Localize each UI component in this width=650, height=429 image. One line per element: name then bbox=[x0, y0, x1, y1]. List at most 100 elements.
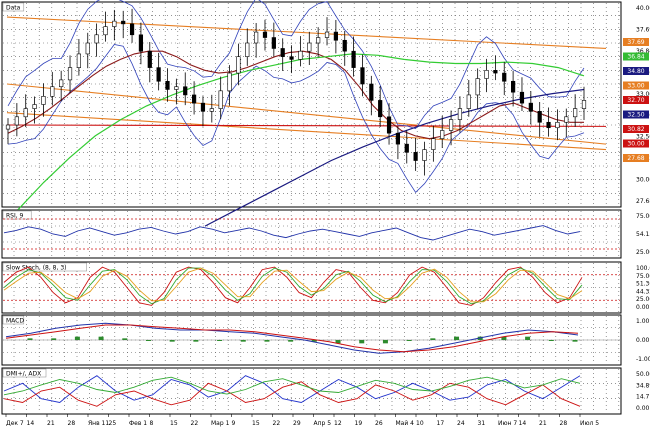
candle-body bbox=[218, 90, 223, 109]
indicator-line bbox=[3, 267, 583, 303]
x-tick-label: 8 bbox=[150, 420, 154, 427]
bollinger-band-lower bbox=[7, 44, 585, 194]
candle-body bbox=[457, 108, 463, 120]
macd-histogram-bar bbox=[501, 336, 507, 340]
macd-histogram-bar bbox=[430, 338, 436, 340]
x-tick-label: 22 bbox=[273, 420, 281, 427]
macd-line bbox=[5, 322, 579, 354]
panel-title-chip bbox=[2, 210, 32, 220]
value-badge bbox=[623, 110, 649, 119]
macd-histogram-bar bbox=[572, 340, 578, 342]
value-badge bbox=[623, 81, 649, 90]
candle-body bbox=[41, 96, 46, 105]
panel-title-chip bbox=[2, 315, 25, 325]
channel-line bbox=[6, 83, 607, 145]
panel-title: Slow Stoch, (8, 8, 3) bbox=[6, 265, 66, 272]
value-badge bbox=[623, 154, 649, 162]
value-badge-label: 37.69 bbox=[627, 39, 644, 46]
candle-body bbox=[307, 42, 312, 52]
candle-body bbox=[59, 79, 64, 88]
value-badge-label: 27.68 bbox=[627, 155, 644, 162]
candle-body bbox=[289, 56, 294, 60]
x-tick-label: 21 bbox=[539, 420, 547, 427]
channel-line bbox=[6, 124, 607, 127]
y-tick-label: 30.00 bbox=[636, 177, 650, 184]
panel-frame bbox=[1, 209, 622, 259]
y-tick-label: 25.00 bbox=[636, 249, 650, 256]
channel-line bbox=[6, 112, 607, 151]
candle-body bbox=[174, 86, 179, 90]
x-tick-label: 14 bbox=[519, 420, 527, 427]
y-tick-label: 34.89 bbox=[636, 382, 650, 389]
candle-body bbox=[466, 94, 471, 109]
channel-line bbox=[6, 16, 607, 50]
candle-body bbox=[484, 70, 489, 79]
x-tick-label: Май 4 bbox=[396, 420, 415, 427]
value-badge bbox=[623, 67, 649, 75]
candle-body bbox=[324, 31, 330, 38]
candle-body bbox=[200, 102, 206, 112]
candle-body bbox=[94, 34, 99, 44]
macd-histogram-bar bbox=[217, 340, 223, 341]
x-tick-label: 12 bbox=[334, 420, 342, 427]
value-badge bbox=[623, 139, 649, 148]
y-tick-label: 32.50 bbox=[636, 134, 650, 141]
macd-histogram-bar bbox=[145, 340, 151, 341]
macd-histogram-bar bbox=[454, 336, 460, 340]
x-tick-label: 15 bbox=[252, 420, 260, 427]
value-badge bbox=[623, 125, 649, 133]
panel-title: RSI, 9 bbox=[6, 213, 24, 220]
value-badge-label: 36.84 bbox=[627, 54, 644, 61]
candle-body bbox=[103, 26, 108, 36]
candle-body bbox=[431, 138, 436, 150]
candle-body bbox=[121, 20, 126, 25]
x-tick-label: Июн 7 bbox=[498, 420, 517, 427]
candle-body bbox=[23, 108, 28, 118]
macd-histogram-bar bbox=[359, 340, 365, 344]
x-tick-label: Дек 7 bbox=[6, 420, 24, 427]
candle-body bbox=[245, 42, 250, 57]
candle-body bbox=[156, 67, 161, 82]
y-tick-label: 100.00 bbox=[636, 265, 650, 272]
value-badge bbox=[623, 38, 649, 46]
moving-average-line bbox=[7, 50, 584, 140]
macd-histogram-bar bbox=[288, 340, 294, 342]
candle-body bbox=[342, 39, 347, 52]
y-tick-label: 40.00 bbox=[636, 5, 650, 12]
x-tick-label: Фев 1 bbox=[129, 420, 147, 427]
candle-body bbox=[475, 78, 480, 96]
macd-histogram-bar bbox=[311, 340, 317, 342]
candle-body bbox=[32, 104, 37, 109]
x-tick-label: 10 bbox=[416, 420, 424, 427]
candle-body bbox=[112, 20, 117, 27]
x-tick-label: 19 bbox=[355, 420, 363, 427]
y-tick-label: 0.00 bbox=[636, 304, 650, 311]
candle-body bbox=[546, 121, 551, 129]
candle-body bbox=[360, 67, 365, 85]
candle-body bbox=[147, 50, 152, 68]
candle-body bbox=[67, 67, 73, 81]
x-tick-label: 29 bbox=[293, 420, 301, 427]
indicator-line bbox=[3, 381, 581, 407]
y-tick-label: 14.71 bbox=[636, 394, 650, 401]
macd-histogram-bar bbox=[240, 340, 246, 342]
x-tick-label: 17 bbox=[437, 420, 445, 427]
value-badge-label: 33.00 bbox=[627, 83, 644, 90]
y-tick-label: 33.00 bbox=[636, 91, 650, 98]
macd-histogram-bar bbox=[382, 340, 388, 344]
indicator-line bbox=[3, 267, 583, 305]
x-tick-label: 26 bbox=[375, 420, 383, 427]
macd-histogram-bar bbox=[548, 340, 554, 341]
x-tick-label: Янв 11 bbox=[88, 420, 109, 427]
panel-title: MACD bbox=[6, 318, 24, 325]
y-tick-label: 37.69 bbox=[636, 26, 650, 33]
candle-body bbox=[519, 91, 525, 104]
candle-body bbox=[236, 56, 241, 74]
value-badge bbox=[623, 96, 649, 104]
candle-body bbox=[537, 111, 542, 123]
candle-body bbox=[254, 31, 259, 44]
candle-body bbox=[386, 116, 392, 134]
panel-frame bbox=[1, 367, 622, 415]
candle-body bbox=[14, 116, 19, 126]
